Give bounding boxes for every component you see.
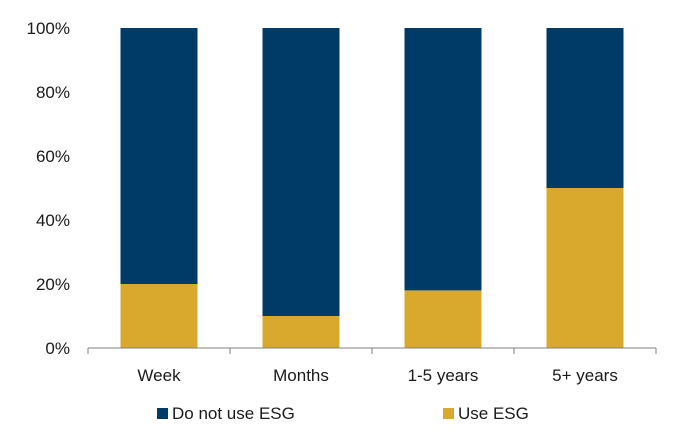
y-tick-label: 40% (36, 211, 70, 230)
bar-segment-do-not-use-esg (404, 28, 482, 291)
y-tick-label: 100% (27, 19, 70, 38)
legend: Do not use ESG Use ESG (157, 404, 529, 423)
bar-segment-use-esg (404, 290, 482, 348)
y-tick-label: 60% (36, 147, 70, 166)
bar-segment-do-not-use-esg (546, 28, 624, 188)
y-axis: 0% 20% 40% 60% 80% 100% (27, 19, 70, 358)
y-tick-label: 80% (36, 83, 70, 102)
y-tick-label: 0% (45, 339, 70, 358)
x-tick-label: Months (273, 366, 329, 385)
x-tick-label: 1-5 years (408, 366, 479, 385)
legend-label: Do not use ESG (172, 404, 295, 423)
x-axis: Week Months 1-5 years 5+ years (87, 347, 657, 385)
bar-segment-use-esg (546, 188, 624, 348)
legend-label: Use ESG (458, 404, 529, 423)
legend-swatch (157, 408, 168, 419)
x-tick-label: Week (137, 366, 181, 385)
y-tick-label: 20% (36, 275, 70, 294)
bar-segment-do-not-use-esg (120, 28, 198, 284)
bar-segment-do-not-use-esg (262, 28, 340, 316)
x-tick-label: 5+ years (552, 366, 618, 385)
legend-swatch (443, 408, 454, 419)
bar-segment-use-esg (120, 284, 198, 348)
bar-segment-use-esg (262, 316, 340, 348)
bars (120, 28, 624, 348)
